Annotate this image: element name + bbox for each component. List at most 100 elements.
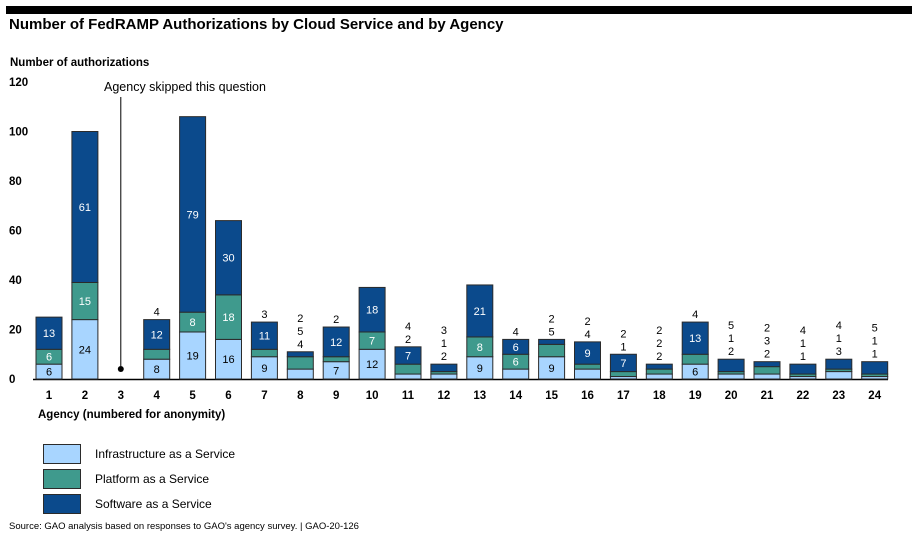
bar-segment-saas — [753, 361, 781, 368]
x-tick-label: 21 — [761, 390, 774, 402]
data-label-saas: 2 — [656, 325, 662, 337]
data-label-paas: 2 — [333, 314, 339, 326]
bar-segment-saas — [861, 361, 889, 375]
title-rule — [6, 6, 912, 14]
bar-segment-iaas — [215, 338, 242, 380]
y-tick-label: 100 — [9, 127, 28, 139]
bar-segment-iaas — [430, 373, 458, 380]
x-tick-label: 1 — [46, 390, 53, 402]
data-label-saas: 30 — [222, 253, 234, 265]
x-tick-label: 14 — [509, 390, 522, 402]
bar-segment-iaas — [286, 368, 314, 380]
data-label-paas: 5 — [549, 326, 555, 338]
data-label-iaas: 1 — [872, 349, 878, 361]
data-label-saas: 9 — [584, 348, 590, 360]
bar-segment-iaas — [574, 368, 601, 380]
data-label-iaas: 6 — [692, 367, 698, 379]
data-label-iaas: 2 — [656, 351, 662, 363]
data-label-paas: 1 — [800, 338, 806, 350]
legend-label-iaas: Infrastructure as a Service — [95, 446, 236, 461]
x-tick-label: 17 — [617, 390, 630, 402]
legend-item-iaas: Infrastructure as a Service — [43, 441, 235, 466]
data-label-paas: 1 — [441, 338, 447, 350]
data-label-iaas: 16 — [222, 354, 234, 366]
data-label-paas: 6 — [46, 352, 52, 364]
x-tick-label: 24 — [868, 390, 881, 402]
y-tick-label: 20 — [9, 325, 22, 337]
data-label-paas: 8 — [477, 342, 483, 354]
legend-swatch-paas — [43, 468, 81, 489]
bar-segment-saas — [394, 346, 422, 365]
data-label-paas: 2 — [656, 338, 662, 350]
data-label-iaas: 4 — [584, 329, 590, 341]
x-tick-label: 3 — [118, 390, 124, 402]
data-label-paas: 6 — [513, 357, 519, 369]
data-label-iaas: 3 — [836, 346, 842, 358]
data-label-paas: 3 — [261, 309, 267, 321]
bar-segment-saas — [717, 358, 745, 373]
y-tick-label: 40 — [9, 275, 22, 287]
data-label-saas: 2 — [549, 313, 555, 325]
data-label-iaas: 4 — [297, 339, 303, 351]
x-tick-label: 9 — [333, 390, 339, 402]
x-tick-label: 15 — [545, 390, 558, 402]
data-label-iaas: 24 — [79, 344, 91, 356]
x-tick-label: 22 — [797, 390, 810, 402]
bar-segment-iaas — [825, 371, 853, 380]
data-label-iaas: 6 — [46, 367, 52, 379]
bar-segment-paas — [286, 356, 314, 370]
bar-segment-saas — [358, 286, 386, 333]
bar-segment-iaas — [645, 373, 673, 380]
data-label-saas: 13 — [689, 333, 701, 345]
data-label-paas: 8 — [190, 317, 196, 329]
annotation-text: Agency skipped this question — [104, 80, 266, 94]
bar-segment-saas — [71, 131, 99, 283]
bar-segment-saas — [430, 363, 458, 373]
data-label-iaas: 4 — [513, 326, 519, 338]
bar-segment-saas — [466, 284, 494, 338]
x-tick-label: 13 — [473, 390, 486, 402]
data-label-paas: 2 — [584, 316, 590, 328]
bar-segment-paas — [538, 343, 566, 358]
data-label-iaas: 9 — [549, 363, 555, 375]
y-tick-label: 120 — [9, 77, 28, 89]
data-label-saas: 13 — [43, 328, 55, 340]
stacked-bar-chart: Number of authorizations0204060801001206… — [9, 57, 889, 421]
data-label-saas: 5 — [872, 323, 878, 335]
y-axis-label: Number of authorizations — [10, 57, 149, 69]
data-label-paas: 18 — [222, 312, 234, 324]
bar-segment-iaas — [71, 319, 99, 380]
bar-segment-iaas — [502, 368, 530, 380]
bar-segment-saas — [574, 341, 601, 365]
x-tick-label: 23 — [832, 390, 845, 402]
x-tick-label: 5 — [189, 390, 196, 402]
data-label-iaas: 1 — [800, 351, 806, 363]
bar-segment-saas — [538, 338, 566, 345]
data-label-paas: 1 — [728, 333, 734, 345]
data-label-paas: 7 — [369, 336, 375, 348]
x-tick-label: 8 — [297, 390, 304, 402]
x-tick-label: 11 — [402, 390, 415, 402]
data-label-iaas: 2 — [405, 334, 411, 346]
data-label-iaas: 19 — [186, 350, 198, 362]
bar-segment-saas — [502, 338, 530, 355]
data-label-saas: 11 — [259, 331, 270, 343]
bar-segment-paas — [143, 348, 171, 360]
data-label-saas: 7 — [405, 350, 411, 362]
data-label-saas: 5 — [728, 320, 734, 332]
bar-segment-saas — [645, 363, 673, 370]
bar-segment-paas — [322, 356, 350, 363]
x-tick-label: 19 — [689, 390, 702, 402]
bar-segment-saas — [215, 220, 242, 296]
bar-segment-saas — [250, 321, 278, 350]
skipped-marker — [117, 366, 124, 372]
x-tick-label: 16 — [581, 390, 594, 402]
bar-segment-iaas — [394, 373, 422, 380]
legend-swatch-iaas — [43, 443, 81, 464]
data-label-saas: 21 — [474, 306, 486, 318]
x-tick-label: 7 — [261, 390, 267, 402]
bar-segment-paas — [394, 363, 422, 375]
bar-segment-saas — [609, 353, 637, 373]
bar-segment-saas — [286, 351, 314, 358]
bar-segment-paas — [609, 371, 637, 378]
